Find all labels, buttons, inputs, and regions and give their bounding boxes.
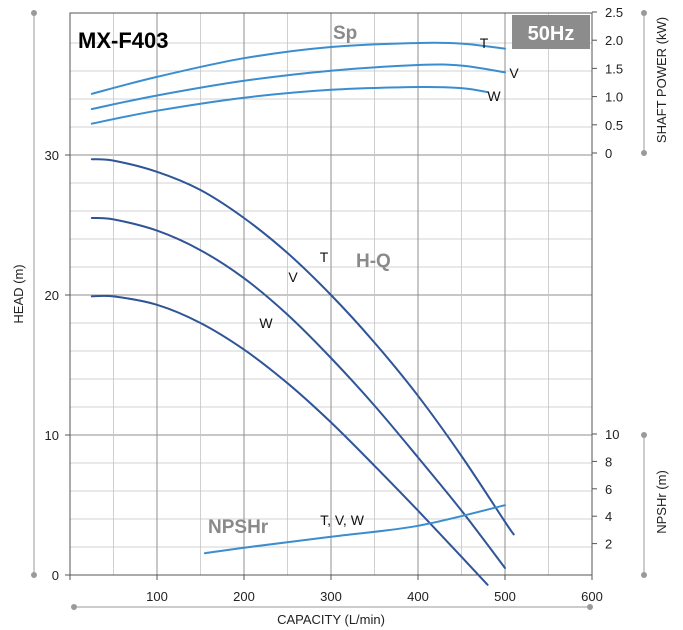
series-label: W bbox=[487, 88, 501, 104]
npshr-axis-rail-start-dot bbox=[641, 432, 647, 438]
series-label: V bbox=[509, 65, 519, 81]
head-axis-label: HEAD (m) bbox=[11, 264, 26, 323]
series-label: T, V, W bbox=[320, 512, 365, 528]
npshr-axis-rail-end-dot bbox=[641, 572, 647, 578]
head-tick-label: 0 bbox=[52, 568, 59, 583]
x-tick-label: 500 bbox=[494, 589, 516, 604]
x-tick-label: 400 bbox=[407, 589, 429, 604]
series-label: W bbox=[259, 315, 273, 331]
group-label-npshr: NPSHr bbox=[208, 517, 269, 538]
head-axis-rail-start-dot bbox=[31, 10, 37, 16]
sp-tick-label: 1.5 bbox=[605, 61, 623, 76]
group-label-hq: H-Q bbox=[356, 251, 391, 272]
x-tick-label: 200 bbox=[233, 589, 255, 604]
series-label: V bbox=[288, 269, 298, 285]
x-tick-label: 600 bbox=[581, 589, 603, 604]
npshr-axis-label: NPSHr (m) bbox=[654, 470, 669, 534]
x-tick-label: 300 bbox=[320, 589, 342, 604]
chart-title: MX-F403 bbox=[78, 28, 168, 53]
head-tick-label: 20 bbox=[45, 288, 59, 303]
npshr-tick-label: 2 bbox=[605, 537, 612, 552]
shaft-power-axis-rail-end-dot bbox=[641, 150, 647, 156]
series-label: T bbox=[320, 249, 329, 265]
sp-tick-label: 0.5 bbox=[605, 118, 623, 133]
head-tick-label: 10 bbox=[45, 428, 59, 443]
series-label: T bbox=[480, 35, 489, 51]
x-axis-label: CAPACITY (L/min) bbox=[277, 612, 385, 627]
x-axis-rail-start-dot bbox=[71, 604, 77, 610]
frequency-badge-label: 50Hz bbox=[528, 23, 575, 45]
sp-tick-label: 2.5 bbox=[605, 5, 623, 20]
npshr-tick-label: 4 bbox=[605, 509, 612, 524]
npshr-tick-label: 6 bbox=[605, 482, 612, 497]
sp-tick-label: 1.0 bbox=[605, 90, 623, 105]
x-axis-rail-end-dot bbox=[587, 604, 593, 610]
shaft-power-axis-rail-start-dot bbox=[641, 10, 647, 16]
x-tick-label: 100 bbox=[146, 589, 168, 604]
group-label-sp: Sp bbox=[333, 23, 357, 44]
head-axis-rail-end-dot bbox=[31, 572, 37, 578]
head-tick-label: 30 bbox=[45, 148, 59, 163]
sp-tick-label: 0 bbox=[605, 146, 612, 161]
sp-tick-label: 2.0 bbox=[605, 33, 623, 48]
npshr-tick-label: 10 bbox=[605, 427, 619, 442]
npshr-tick-label: 8 bbox=[605, 454, 612, 469]
shaft-power-axis-label: SHAFT POWER (kW) bbox=[654, 17, 669, 143]
